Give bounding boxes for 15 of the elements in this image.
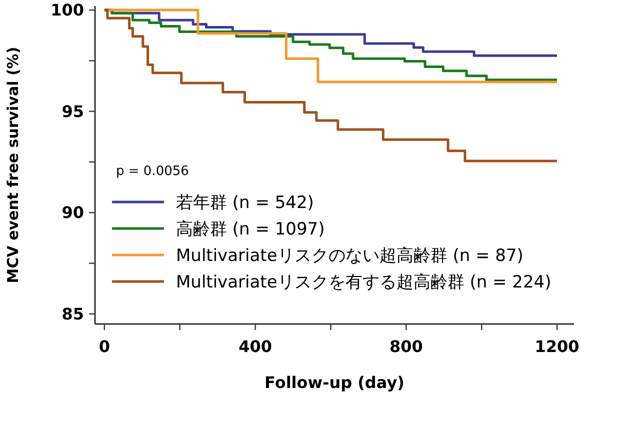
legend-label: 若年群 (n = 542): [176, 192, 314, 213]
y-tick-label: 90: [62, 203, 84, 222]
legend-label: 高齢群 (n = 1097): [176, 219, 325, 240]
x-axis-title: Follow-up (day): [264, 373, 404, 392]
legend-label: Multivariateリスクのない超高齢群 (n = 87): [176, 246, 524, 266]
y-tick-label: 95: [62, 102, 84, 121]
y-tick-label: 100: [50, 0, 84, 20]
y-axis-title: MCV event free survival (%): [4, 46, 22, 284]
annotation: p = 0.0056: [116, 164, 189, 179]
y-tick-label: 85: [62, 304, 84, 324]
x-tick-label: 1200: [534, 337, 580, 356]
x-tick-label: 0: [98, 337, 110, 356]
x-tick-label: 400: [238, 337, 272, 356]
legend-label: Multivariateリスクを有する超高齢群 (n = 224): [176, 272, 552, 292]
x-tick-label: 800: [389, 337, 423, 356]
